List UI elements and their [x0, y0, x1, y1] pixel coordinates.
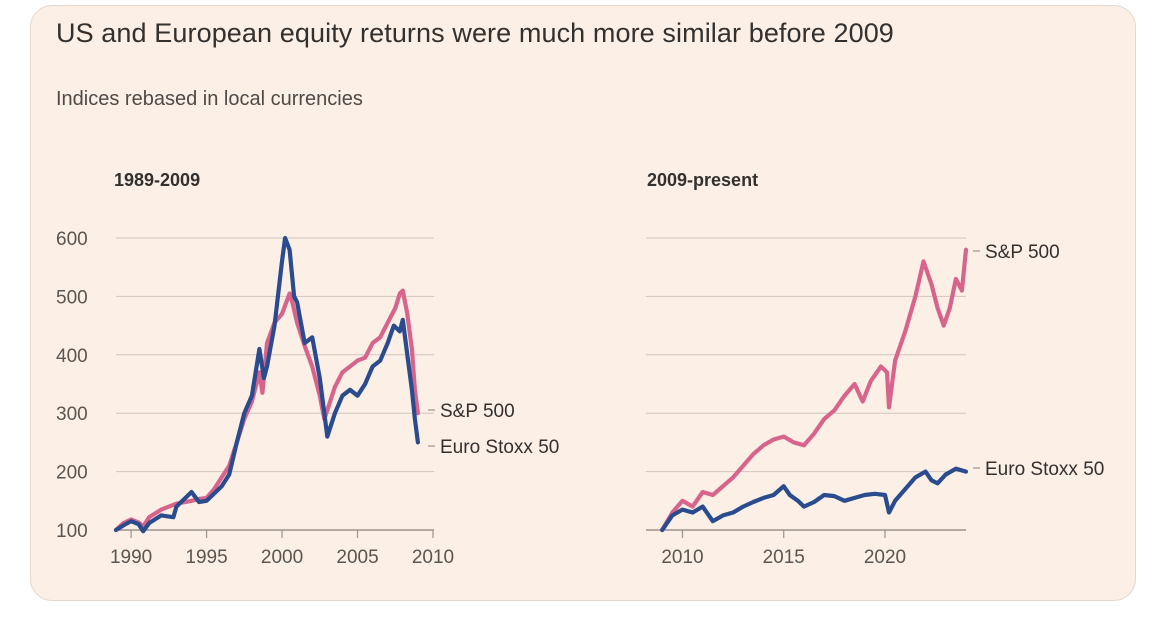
x-tick-label-1-2010: 2010 — [661, 547, 703, 568]
x-tick-label-0-1990: 1990 — [110, 547, 152, 568]
y-tick-label-200: 200 — [56, 463, 88, 484]
y-tick-label-500: 500 — [56, 287, 88, 308]
series-label-sp500-0: S&P 500 — [440, 401, 515, 422]
series-label-sp500-1: S&P 500 — [985, 242, 1060, 263]
series-label-eurostoxx-0: Euro Stoxx 50 — [440, 437, 559, 458]
panel-left-title: 1989-2009 — [114, 170, 201, 190]
chart-subtitle: Indices rebased in local currencies — [56, 88, 363, 110]
panel-right-title: 2009-present — [647, 170, 759, 190]
x-tick-label-0-1995: 1995 — [185, 547, 227, 568]
y-tick-label-600: 600 — [56, 229, 88, 250]
x-tick-label-1-2015: 2015 — [763, 547, 805, 568]
x-tick-label-0-2010: 2010 — [412, 547, 454, 568]
series-line-eurostoxx-0 — [113, 235, 420, 534]
chart-title: US and European equity returns were much… — [56, 18, 894, 48]
series-line-sp500-1 — [660, 247, 969, 533]
y-tick-label-300: 300 — [56, 404, 88, 425]
series-line-eurostoxx-1 — [660, 466, 969, 533]
series-line-sp500-0 — [113, 288, 420, 533]
y-tick-label-400: 400 — [56, 346, 88, 367]
x-tick-label-0-2000: 2000 — [261, 547, 303, 568]
x-tick-label-1-2020: 2020 — [864, 547, 906, 568]
x-tick-label-0-2005: 2005 — [336, 547, 378, 568]
series-label-eurostoxx-1: Euro Stoxx 50 — [985, 459, 1104, 480]
y-tick-label-100: 100 — [56, 521, 88, 542]
